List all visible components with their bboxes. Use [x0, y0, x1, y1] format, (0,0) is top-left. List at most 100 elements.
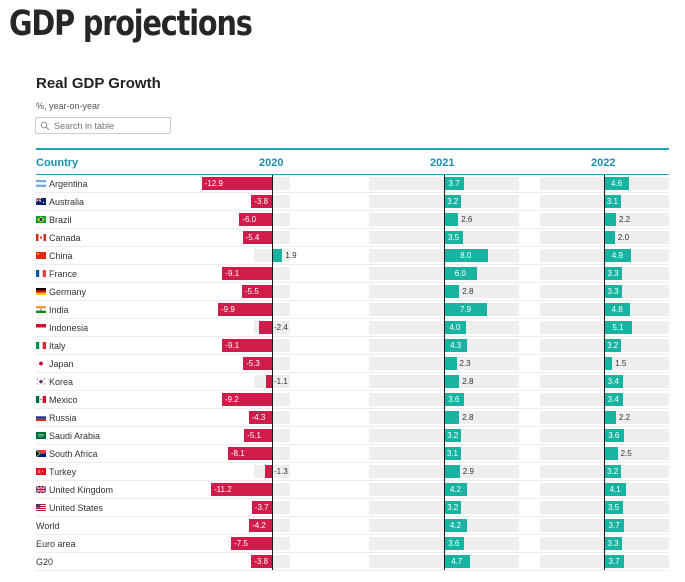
value-label-2020: -5.1	[247, 431, 261, 440]
country-name: Italy	[49, 340, 66, 351]
column-header-2021[interactable]: 2021	[430, 157, 455, 169]
chart-subtitle: %, year-on-year	[36, 101, 101, 111]
bar-2021	[444, 285, 460, 298]
value-label-2020: -9.2	[224, 395, 239, 404]
australia-flag-icon	[36, 198, 46, 205]
value-label-2022: 2.2	[619, 413, 631, 422]
value-label-2020: -4.2	[252, 521, 266, 530]
bar-2020	[258, 321, 272, 334]
country-cell: Euro area	[36, 535, 76, 552]
value-label-2022: 3.3	[607, 539, 619, 548]
column-header-2020[interactable]: 2020	[259, 157, 284, 169]
bar-2021	[444, 321, 466, 334]
bar-2021	[444, 249, 488, 262]
value-label-2020: -8.1	[230, 449, 245, 458]
france-flag-icon	[36, 270, 46, 277]
united-kingdom-flag-icon	[36, 486, 46, 493]
country-name: Germany	[49, 286, 87, 297]
table-row[interactable]: United Kingdom -11.2 4.2 4.1	[36, 481, 669, 499]
table-row[interactable]: Argentina -12.9 3.7 4.6	[36, 175, 669, 193]
bar-2021	[444, 393, 464, 406]
table-row[interactable]: United States -3.7 3.2 3.5	[36, 499, 669, 517]
zero-line-2022	[604, 175, 605, 570]
bar-2020	[201, 177, 272, 190]
column-header-country[interactable]: Country	[36, 157, 79, 169]
value-label-2020: -3.7	[254, 503, 269, 512]
table-row[interactable]: G20 -3.8 4.7 3.7	[36, 553, 669, 571]
value-label-2020: -9.9	[221, 305, 235, 314]
bar-2022	[604, 285, 622, 298]
table-row[interactable]: Japan -5.3 2.3 1.5	[36, 355, 669, 373]
table-row[interactable]: Canada -5.4 3.5 2.0	[36, 229, 669, 247]
value-label-2020: -11.2	[214, 485, 232, 494]
value-label-2021: 2.6	[461, 215, 473, 224]
korea-flag-icon	[36, 378, 46, 385]
bar-2021	[444, 231, 464, 244]
table-row[interactable]: India -9.9 7.9 4.8	[36, 301, 669, 319]
united-states-flag-icon	[36, 504, 46, 511]
table-row[interactable]: Italy -9.1 4.3 3.2	[36, 337, 669, 355]
bar-2022	[604, 321, 632, 334]
column-header-2022[interactable]: 2022	[591, 157, 616, 169]
page-title: GDP projections	[9, 4, 253, 44]
value-label-2021: 3.2	[447, 431, 459, 440]
bar-2020	[243, 357, 272, 370]
table-row[interactable]: Indonesia -2.4 4.0 5.1	[36, 319, 669, 337]
bar-2022	[604, 375, 623, 388]
bar-2022	[604, 555, 625, 568]
table-row[interactable]: Mexico -9.2 3.6 3.4	[36, 391, 669, 409]
bar-2021	[444, 303, 488, 316]
table-row[interactable]: Korea -1.1 2.8 3.4	[36, 373, 669, 391]
table-row[interactable]: Euro area -7.5 3.6 3.3	[36, 535, 669, 553]
country-name: China	[49, 250, 73, 261]
country-name: South Africa	[49, 448, 98, 459]
table-row[interactable]: Australia -3.8 3.2 3.1	[36, 193, 669, 211]
bar-2021	[444, 375, 460, 388]
value-label-2022: 3.4	[607, 395, 619, 404]
bar-2020	[264, 465, 272, 478]
value-label-2020: -7.5	[234, 539, 248, 548]
italy-flag-icon	[36, 342, 46, 349]
country-name: Indonesia	[49, 322, 89, 333]
bar-2021	[444, 483, 467, 496]
table-row[interactable]: Turkey -1.3 2.9 3.2	[36, 463, 669, 481]
bar-2022	[604, 519, 625, 532]
table-row[interactable]: Saudi Arabia -5.1 3.2 3.6	[36, 427, 669, 445]
turkey-flag-icon	[36, 468, 46, 475]
bar-2020	[251, 501, 272, 514]
bar-2021	[444, 537, 464, 550]
bar-2021	[444, 411, 460, 424]
table-row[interactable]: China 1.9 8.0 4.9	[36, 247, 669, 265]
bar-2022	[604, 267, 622, 280]
table-row[interactable]: Russia -4.3 2.8 2.2	[36, 409, 669, 427]
value-label-2022: 3.5	[607, 503, 620, 512]
zero-line-2020	[272, 175, 273, 570]
south-africa-flag-icon	[36, 450, 46, 457]
value-label-2020: -3.8	[254, 557, 269, 566]
bar-2022	[604, 483, 627, 496]
bar-2022	[604, 537, 622, 550]
value-label-2020: -2.4	[274, 323, 288, 332]
country-cell: South Africa	[36, 445, 98, 462]
value-label-2021: 3.1	[446, 449, 458, 458]
country-cell: France	[36, 265, 77, 282]
value-label-2022: 3.7	[608, 557, 620, 566]
bar-2020	[244, 429, 272, 442]
country-name: Brazil	[49, 214, 72, 225]
bar-2022	[604, 411, 616, 424]
country-cell: Korea	[36, 373, 73, 390]
bar-2022	[604, 177, 630, 190]
value-label-2021: 3.6	[448, 539, 460, 548]
table-row[interactable]: Brazil -6.0 2.6 2.2	[36, 211, 669, 229]
value-label-2022: 3.4	[607, 377, 619, 386]
table-row[interactable]: Germany -5.5 2.8 3.3	[36, 283, 669, 301]
search-box[interactable]	[35, 117, 171, 134]
search-input[interactable]	[50, 120, 164, 131]
value-label-2022: 3.1	[606, 197, 618, 206]
table-row[interactable]: South Africa -8.1 3.1 2.5	[36, 445, 669, 463]
country-cell: United States	[36, 499, 103, 516]
table-row[interactable]: World -4.2 4.2 3.7	[36, 517, 669, 535]
value-label-2021: 2.3	[459, 359, 471, 368]
table-row[interactable]: France -9.1 6.0 3.3	[36, 265, 669, 283]
country-cell: Japan	[36, 355, 74, 372]
